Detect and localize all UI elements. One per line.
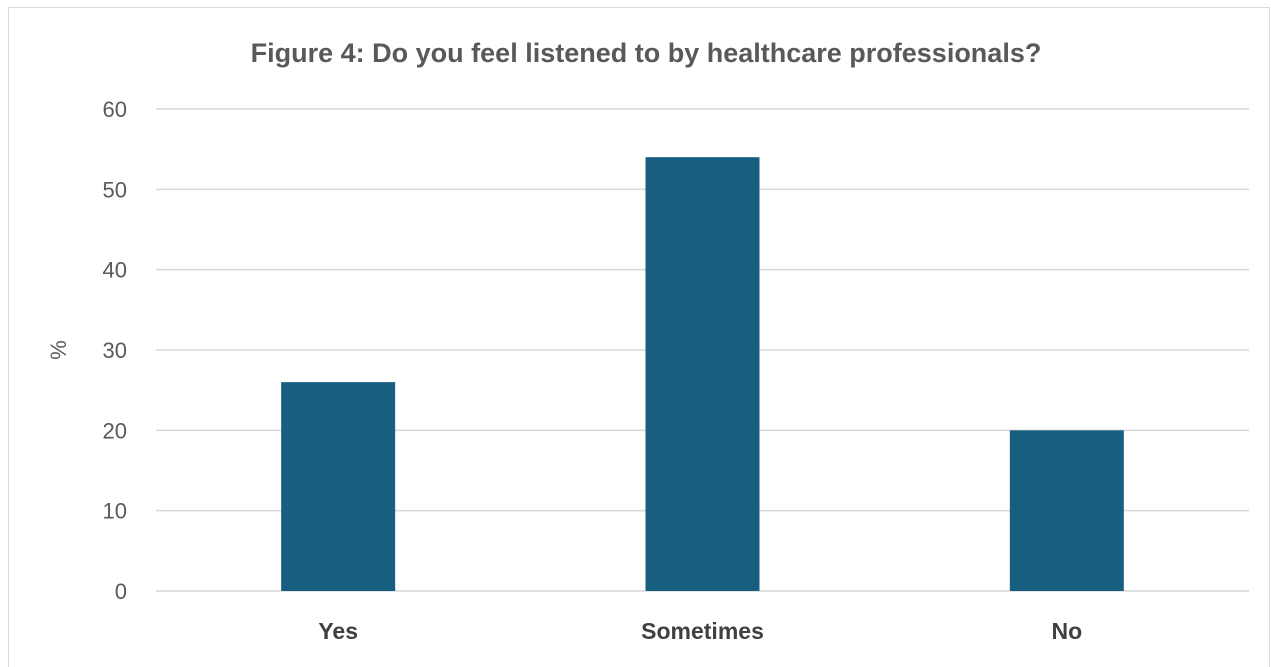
y-tick-label: 0 xyxy=(115,579,127,604)
y-tick-label: 30 xyxy=(103,338,127,363)
bars xyxy=(281,157,1124,591)
x-tick-label: No xyxy=(1051,618,1082,644)
x-tick-label: Yes xyxy=(318,618,358,644)
y-tick-label: 40 xyxy=(103,258,127,283)
y-axis-label: % xyxy=(46,340,71,360)
y-tick-label: 50 xyxy=(103,177,127,202)
bar-yes xyxy=(281,382,396,591)
bar-no xyxy=(1009,430,1124,591)
x-tick-label: Sometimes xyxy=(641,618,764,644)
y-axis-ticks: 0 10 20 30 40 50 60 xyxy=(103,97,127,604)
x-axis-ticks: Yes Sometimes No xyxy=(318,618,1082,644)
bar-sometimes xyxy=(645,157,760,591)
chart-frame xyxy=(8,7,1270,667)
y-tick-label: 20 xyxy=(103,418,127,443)
y-tick-label: 60 xyxy=(103,97,127,122)
chart-title: Figure 4: Do you feel listened to by hea… xyxy=(251,38,1042,68)
y-tick-label: 10 xyxy=(103,499,127,524)
